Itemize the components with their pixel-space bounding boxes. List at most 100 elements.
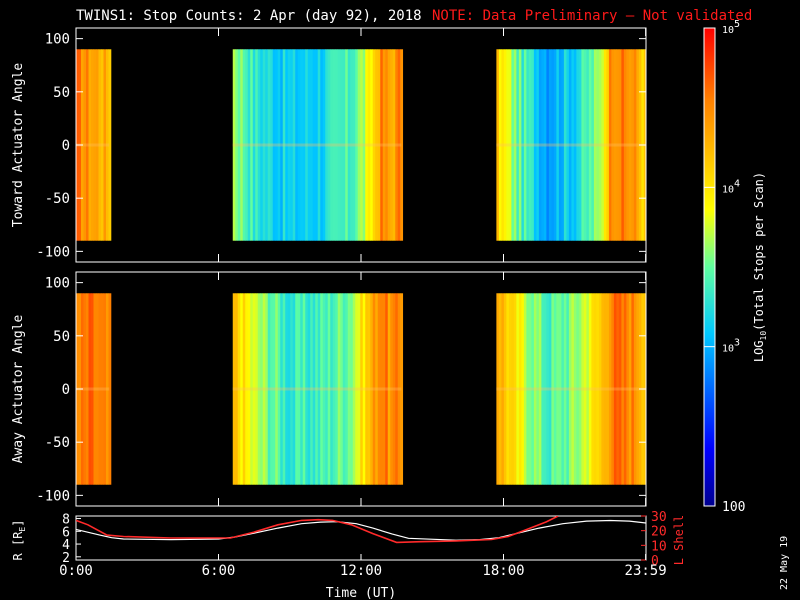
heatmap-cell — [247, 49, 251, 241]
y-tick-label: -100 — [36, 488, 70, 504]
colorbar-tick-label: 100 — [722, 500, 745, 515]
heatmap-cell — [618, 49, 622, 241]
heatmap-cell — [310, 49, 314, 241]
colorbar-tick-label: 104 — [722, 178, 740, 195]
zero-angle-band — [496, 143, 646, 147]
heatmap-cell — [317, 49, 321, 241]
heatmap-cell — [367, 293, 371, 485]
heatmap-cell — [583, 49, 587, 241]
heatmap-cell — [528, 49, 532, 241]
heatmap-cell — [270, 293, 274, 485]
heatmap-cell — [503, 49, 507, 241]
heatmap-cell — [546, 293, 550, 485]
heatmap-cell — [260, 293, 264, 485]
heatmap-cell — [360, 293, 364, 485]
heatmap-cell — [400, 49, 404, 241]
heatmap-cell — [375, 49, 379, 241]
toward-y-axis: 100 50 0 -50 -100 — [36, 28, 647, 262]
heatmap-cell — [275, 293, 279, 485]
heatmap-cell — [310, 293, 314, 485]
heatmap-cell — [385, 293, 389, 485]
heatmap-cell — [380, 293, 384, 485]
away-y-axis: 100 50 0 -50 -100 — [36, 272, 647, 506]
heatmap-cell — [320, 49, 324, 241]
heatmap-cell — [245, 49, 249, 241]
heatmap-cell — [315, 293, 319, 485]
heatmap-cell — [521, 49, 525, 241]
heatmap-cell — [252, 49, 256, 241]
heatmap-cell — [387, 293, 391, 485]
time-tick-label: 23:59 — [625, 563, 667, 579]
heatmap-cell — [608, 293, 612, 485]
heatmap-cell — [350, 49, 354, 241]
heatmap-cell — [372, 293, 376, 485]
heatmap-cell — [362, 49, 366, 241]
heatmap-cell — [355, 49, 359, 241]
heatmap-cell — [601, 293, 605, 485]
heatmap-cell — [513, 49, 517, 241]
colorbar-label: LOG10(Total Stops per Scan) — [752, 172, 768, 362]
heatmap-cell — [586, 293, 590, 485]
heatmap-cell — [255, 49, 259, 241]
heatmap-cell — [508, 49, 512, 241]
lshell-tick-label: 20 — [651, 525, 667, 540]
heatmap-cell — [377, 293, 381, 485]
heatmap-cell — [636, 49, 640, 241]
heatmap-cell — [250, 49, 254, 241]
heatmap-cell — [568, 293, 572, 485]
heatmap-cell — [327, 293, 331, 485]
heatmap-cell — [103, 49, 107, 241]
heatmap-cell — [275, 49, 279, 241]
heatmap-cell — [506, 49, 510, 241]
heatmap-cell — [325, 293, 329, 485]
chart-title: TWINS1: Stop Counts: 2 Apr (day 92), 201… — [76, 8, 422, 24]
heatmap-cell — [365, 49, 369, 241]
heatmap-cell — [332, 49, 336, 241]
heatmap-cell — [340, 293, 344, 485]
heatmap-cell — [282, 49, 286, 241]
heatmap-cell — [277, 293, 281, 485]
y-tick-label: 100 — [45, 32, 70, 48]
heatmap-cell — [583, 293, 587, 485]
heatmap-cell — [262, 293, 266, 485]
heatmap-cell — [340, 49, 344, 241]
heatmap-cell — [352, 293, 356, 485]
y-tick-label: 50 — [53, 329, 70, 345]
heatmap-cell — [93, 293, 97, 485]
heatmap-cell — [325, 49, 329, 241]
lshell-line — [76, 516, 559, 544]
heatmap-cell — [317, 293, 321, 485]
away-y-axis-label: Away Actuator Angle — [11, 314, 26, 463]
heatmap-cell — [536, 49, 540, 241]
y-tick-label: 0 — [62, 382, 70, 398]
colorbar-tick-exp: 4 — [734, 178, 740, 189]
heatmap-cell — [242, 293, 246, 485]
toward-y-axis-label: Toward Actuator Angle — [11, 63, 26, 228]
heatmap-cell — [581, 293, 585, 485]
heatmap-cell — [260, 49, 264, 241]
y-tick-label: 100 — [45, 276, 70, 292]
heatmap-cell — [357, 49, 361, 241]
away-heatmap-panel: 100 50 0 -50 -100 Away Actuator Angle — [11, 271, 647, 507]
heatmap-cell — [287, 293, 291, 485]
heatmap-cell — [636, 293, 640, 485]
heatmap-cell — [528, 293, 532, 485]
heatmap-cell — [596, 293, 600, 485]
heatmap-cell — [330, 293, 334, 485]
heatmap-cell — [606, 49, 610, 241]
heatmap-cell — [240, 293, 244, 485]
colorbar-label-suffix: (Total Stops per Scan) — [752, 172, 766, 331]
heatmap-cell — [501, 293, 505, 485]
heatmap-cell — [272, 49, 276, 241]
heatmap-cell — [631, 49, 635, 241]
heatmap-cell — [538, 49, 542, 241]
heatmap-cell — [277, 49, 281, 241]
heatmap-cell — [300, 293, 304, 485]
heatmap-cell — [280, 49, 284, 241]
heatmap-cell — [538, 293, 542, 485]
heatmap-cell — [536, 293, 540, 485]
heatmap-cell — [556, 293, 560, 485]
time-axis: 0:00 6:00 12:00 18:00 23:59 — [59, 554, 667, 579]
